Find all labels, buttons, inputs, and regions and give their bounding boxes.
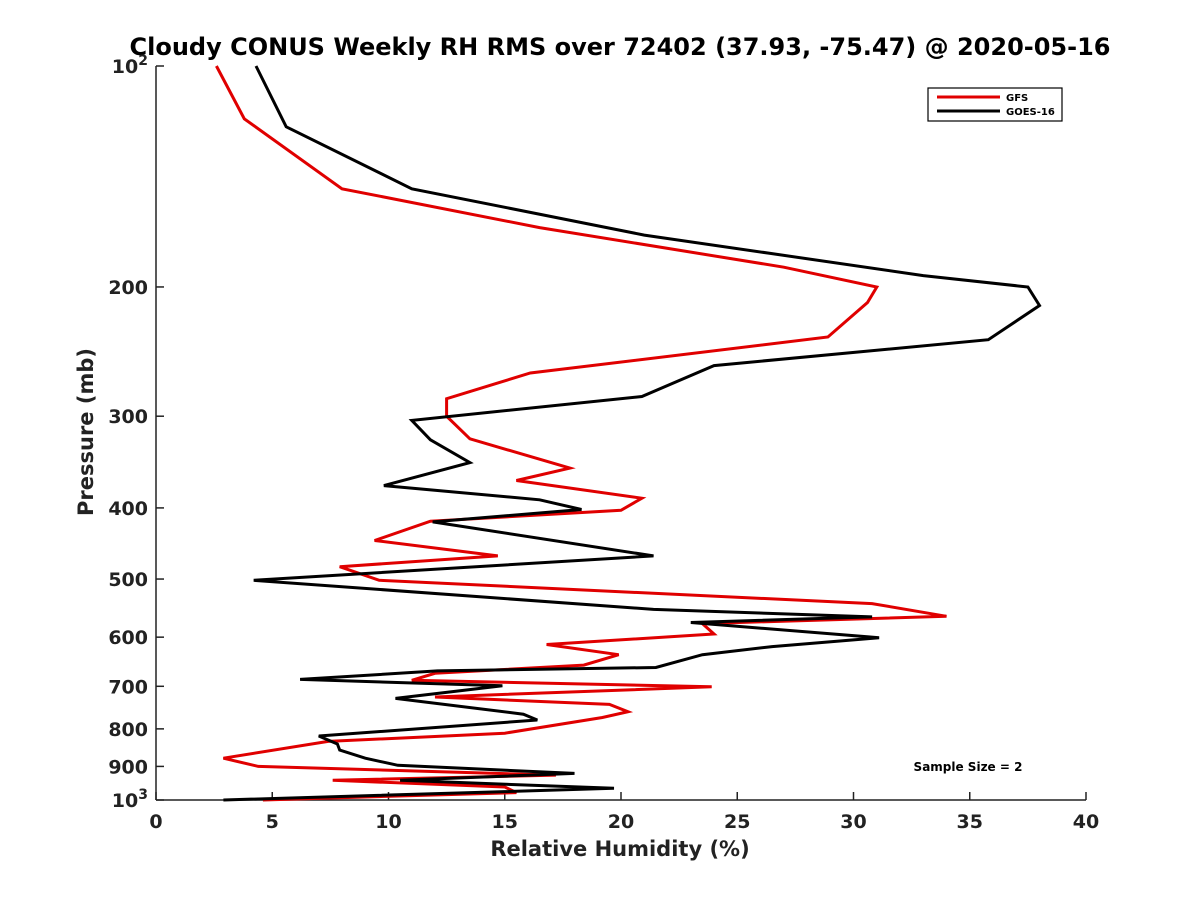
y-tick-label: 700 (108, 676, 148, 698)
y-tick-label: 103 (112, 787, 148, 812)
x-tick-label: 15 (492, 811, 518, 833)
y-tick-label: 500 (108, 569, 148, 591)
y-tick-label: 400 (108, 498, 148, 520)
sample-size-annotation: Sample Size = 2 (914, 760, 1023, 774)
series-layer (215, 65, 1042, 802)
chart-title: Cloudy CONUS Weekly RH RMS over 72402 (3… (130, 33, 1111, 61)
series-line-gfs (215, 65, 947, 802)
x-tick-label: 20 (608, 811, 634, 833)
y-tick-label: 200 (108, 277, 148, 299)
y-tick-label: 300 (108, 406, 148, 428)
legend-box (927, 87, 1063, 122)
x-tick-label: 10 (375, 811, 401, 833)
x-axis-label: Relative Humidity (%) (490, 837, 749, 861)
x-tick-label: 25 (724, 811, 750, 833)
x-tick-label: 0 (149, 811, 162, 833)
legend-label-goes16: GOES-16 (1006, 107, 1055, 118)
x-axis: 0 5 10 15 20 25 30 35 40 (149, 792, 1099, 833)
y-tick-label: 600 (108, 627, 148, 649)
y-axis: 102 200 300 400 500 600 700 800 900 103 (108, 53, 164, 812)
x-tick-label: 30 (840, 811, 866, 833)
y-tick-label: 900 (108, 756, 148, 778)
x-tick-label: 5 (266, 811, 279, 833)
legend-label-gfs: GFS (1006, 93, 1028, 104)
y-tick-label: 800 (108, 719, 148, 741)
y-axis-label: Pressure (mb) (74, 348, 98, 516)
legend: GFS GOES-16 (927, 87, 1063, 122)
y-tick-label: 102 (112, 53, 148, 78)
x-tick-label: 35 (957, 811, 983, 833)
x-tick-label: 40 (1073, 811, 1099, 833)
series-line-goes16 (223, 65, 1042, 802)
